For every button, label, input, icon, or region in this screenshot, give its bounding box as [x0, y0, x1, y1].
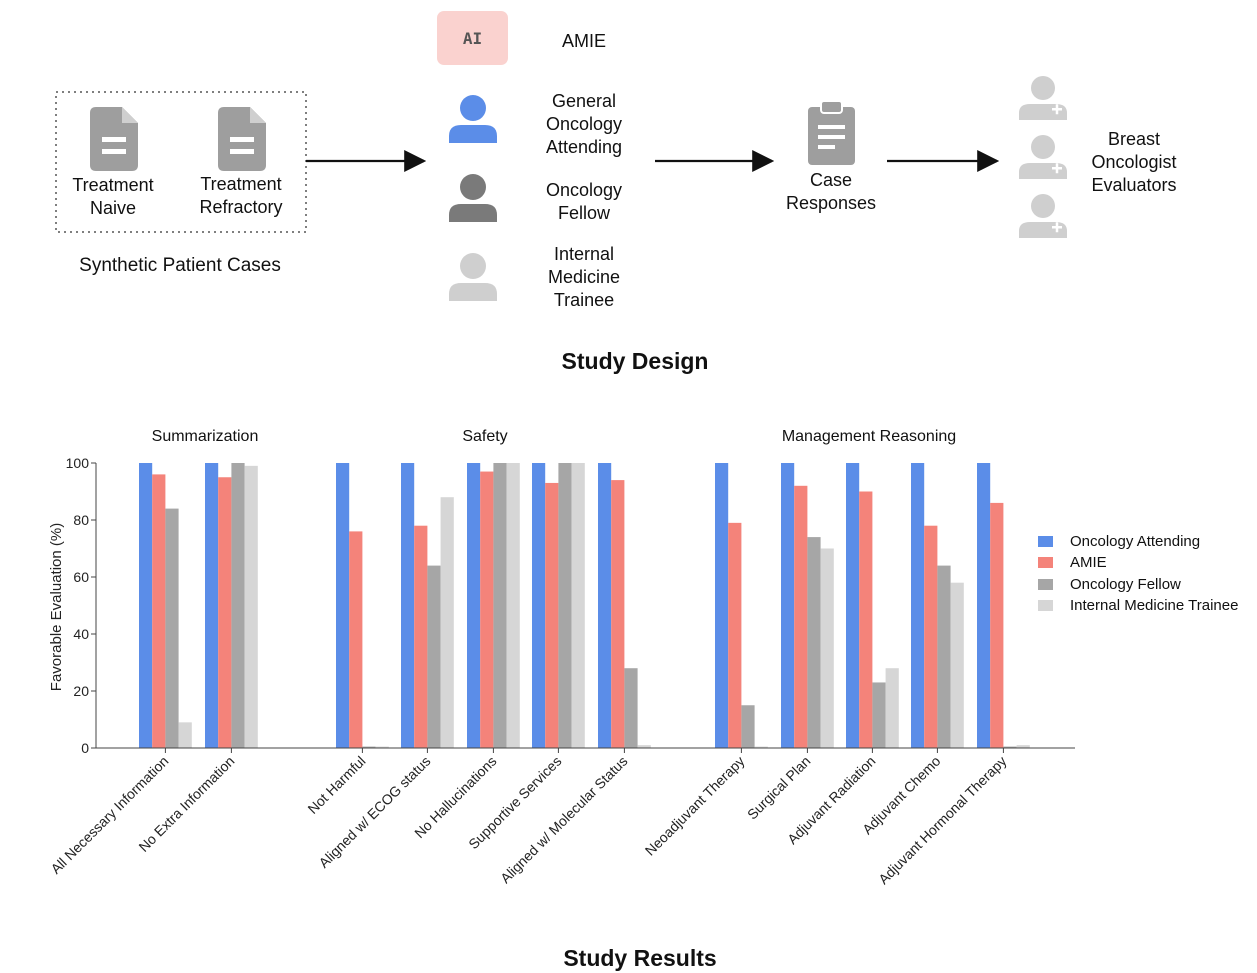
bar-amie	[414, 525, 428, 748]
study-design-diagram	[55, 76, 1067, 301]
bar-oncology-fellow	[807, 537, 821, 748]
bar-amie	[218, 477, 232, 748]
participant-label-attending: General Oncology Attending	[545, 91, 623, 157]
bar-oncology-fellow	[493, 463, 507, 748]
bar-oncology-fellow	[362, 746, 376, 748]
bar-amie	[611, 480, 625, 748]
legend-item-fellow: Oncology Fellow	[1038, 574, 1181, 594]
bar-oncology-attending	[715, 463, 729, 748]
legend-swatch	[1038, 535, 1053, 547]
bar-amie	[349, 531, 363, 748]
clipboard-icon	[808, 100, 855, 165]
x-tick-label: Aligned w/ ECOG status	[315, 753, 433, 871]
bar-internal-medicine-trainee	[571, 463, 585, 748]
bar-oncology-attending	[401, 463, 415, 748]
x-tick-label: Not Harmful	[304, 753, 368, 817]
bar-oncology-attending	[205, 463, 219, 748]
evaluators-label: Breast Oncologist Evaluators	[1091, 129, 1177, 195]
bar-amie	[794, 485, 808, 748]
bar-internal-medicine-trainee	[375, 746, 389, 748]
study-design-title: Study Design	[561, 348, 709, 374]
group-title-summarization: Summarization	[151, 428, 259, 445]
bar-internal-medicine-trainee	[885, 668, 899, 748]
y-tick-label: 80	[73, 512, 89, 528]
group-title-management-reasoning: Management Reasoning	[781, 428, 957, 445]
bar-oncology-attending	[467, 463, 481, 748]
bar-oncology-fellow	[741, 705, 755, 748]
participant-label-fellow: Oncology Fellow	[545, 180, 623, 223]
case-responses-label: Case Responses	[785, 170, 877, 213]
bar-internal-medicine-trainee	[440, 497, 454, 748]
legend-label: Oncology Attending	[1070, 532, 1201, 550]
bar-oncology-fellow	[1003, 746, 1017, 748]
bar-amie	[728, 522, 742, 748]
group-title-safety: Safety	[462, 428, 508, 445]
bar-oncology-attending	[532, 463, 546, 748]
x-tick-label: Neoadjuvant Therapy	[642, 753, 748, 859]
bar-internal-medicine-trainee	[178, 722, 192, 748]
bar-amie	[152, 474, 166, 748]
x-tick-label: Aligned w/ Molecular Status	[497, 753, 630, 886]
study-results-title: Study Results	[563, 945, 717, 971]
bar-amie	[924, 525, 938, 748]
bar-oncology-attending	[336, 463, 350, 748]
legend-item-attending: Oncology Attending	[1038, 531, 1200, 551]
y-tick-label: 40	[73, 626, 89, 642]
x-tick-label: Surgical Plan	[744, 753, 814, 823]
bar-internal-medicine-trainee	[506, 463, 520, 748]
bar-oncology-fellow	[427, 565, 441, 748]
bar-oncology-attending	[139, 463, 153, 748]
bar-internal-medicine-trainee	[1016, 745, 1030, 748]
legend-item-trainee: Internal Medicine Trainee	[1038, 595, 1238, 615]
bar-oncology-attending	[977, 463, 991, 748]
patient-cases-caption: Synthetic Patient Cases	[79, 255, 281, 276]
bar-oncology-fellow	[872, 682, 886, 748]
bar-internal-medicine-trainee	[637, 745, 651, 748]
legend-swatch	[1038, 599, 1053, 611]
bar-oncology-attending	[911, 463, 925, 748]
bar-internal-medicine-trainee	[244, 465, 258, 748]
bar-oncology-fellow	[624, 668, 638, 748]
bars-layer	[139, 463, 1030, 748]
bar-internal-medicine-trainee	[754, 746, 768, 748]
participant-label-amie: AMIE	[561, 31, 606, 51]
treatment-refractory-label: Treatment Refractory	[199, 174, 283, 217]
bar-internal-medicine-trainee	[820, 548, 834, 748]
bar-amie	[990, 502, 1004, 748]
ai-badge: AI	[437, 11, 508, 65]
legend-label: Internal Medicine Trainee	[1070, 596, 1239, 614]
legend-swatch	[1038, 556, 1053, 568]
y-tick-label: 20	[73, 683, 89, 699]
bar-oncology-fellow	[558, 463, 572, 748]
y-tick-label: 60	[73, 569, 89, 585]
legend-item-amie: AMIE	[1038, 552, 1107, 572]
bar-oncology-fellow	[937, 565, 951, 748]
legend-label: AMIE	[1070, 553, 1107, 571]
bar-oncology-attending	[846, 463, 860, 748]
treatment-naive-label: Treatment Naive	[72, 175, 154, 218]
x-tick-label: Adjuvant Hormonal Therapy	[875, 753, 1009, 887]
bar-oncology-fellow	[231, 463, 245, 748]
x-tick-label: All Necessary Information	[47, 753, 171, 877]
legend-label: Oncology Fellow	[1070, 575, 1181, 593]
y-axis-label: Favorable Evaluation (%)	[48, 523, 65, 691]
bar-amie	[545, 482, 559, 748]
bar-oncology-attending	[781, 463, 795, 748]
bar-oncology-attending	[598, 463, 612, 748]
legend-swatch	[1038, 578, 1053, 590]
participant-label-trainee: Internal Medicine Trainee	[547, 244, 621, 310]
bar-amie	[859, 491, 873, 748]
bar-internal-medicine-trainee	[950, 582, 964, 748]
bar-amie	[480, 471, 494, 748]
y-tick-label: 0	[81, 740, 89, 756]
bar-oncology-fellow	[165, 508, 179, 748]
y-tick-label: 100	[66, 455, 90, 471]
